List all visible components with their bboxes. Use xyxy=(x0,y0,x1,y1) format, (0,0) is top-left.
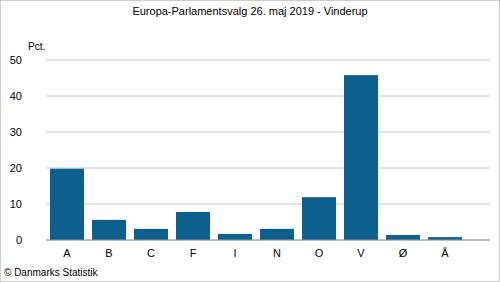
grid-line xyxy=(46,204,490,205)
frame xyxy=(1,1,500,282)
x-tick-label: I xyxy=(233,247,236,259)
y-tick-label: 10 xyxy=(10,198,22,210)
bars xyxy=(50,75,462,240)
bar xyxy=(260,229,294,240)
y-axis-label: Pct. xyxy=(28,41,45,52)
grid-line xyxy=(46,168,490,169)
x-tick-label: F xyxy=(190,247,197,259)
bar xyxy=(134,229,168,240)
bar xyxy=(50,169,84,240)
y-tick-label: 20 xyxy=(10,162,22,174)
y-tick-label: 40 xyxy=(10,90,22,102)
x-tick-label: O xyxy=(315,247,324,259)
grid-line xyxy=(46,240,490,241)
bar xyxy=(218,234,252,240)
title: Europa-Parlamentsvalg 26. maj 2019 - Vin… xyxy=(132,5,367,17)
x-tick-label: C xyxy=(147,247,155,259)
chart-svg: Europa-Parlamentsvalg 26. maj 2019 - Vin… xyxy=(0,0,500,282)
source: © Danmarks Statistik xyxy=(4,267,99,278)
x-tick-label: B xyxy=(105,247,112,259)
grid-line xyxy=(46,132,490,133)
bar xyxy=(386,235,420,240)
grid-line xyxy=(46,96,490,97)
bar xyxy=(344,75,378,240)
x-tick-label: A xyxy=(63,247,71,259)
bar xyxy=(176,212,210,240)
bar xyxy=(302,197,336,240)
y-tick-label: 0 xyxy=(16,234,22,246)
y-tick-label: 50 xyxy=(10,54,22,66)
x-tick-label: Ø xyxy=(399,247,408,259)
x-tick-label: Å xyxy=(441,247,449,259)
y-tick-label: 30 xyxy=(10,126,22,138)
grid-line xyxy=(46,60,490,61)
x-tick-label: V xyxy=(357,247,365,259)
x-tick-label: N xyxy=(273,247,281,259)
x-axis xyxy=(46,240,490,241)
chart-container: Europa-Parlamentsvalg 26. maj 2019 - Vin… xyxy=(0,0,500,282)
bar xyxy=(92,220,126,240)
